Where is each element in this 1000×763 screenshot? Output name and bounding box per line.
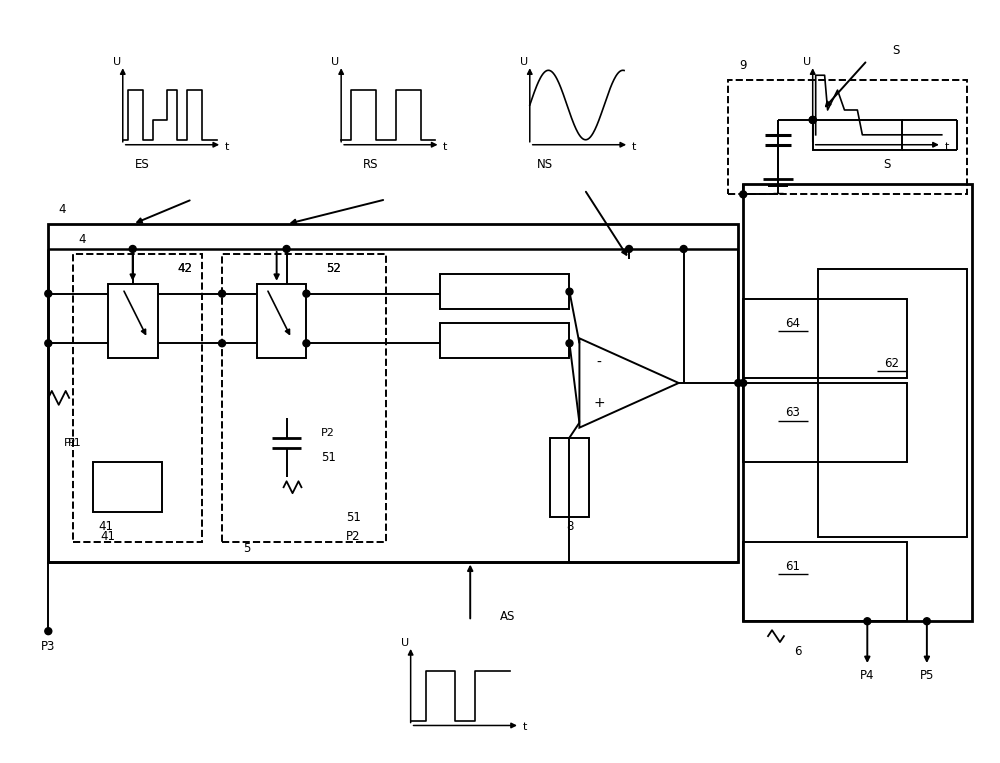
Text: 52: 52 xyxy=(326,262,341,275)
Text: t: t xyxy=(945,142,949,152)
Text: 6: 6 xyxy=(794,645,802,658)
Bar xyxy=(222,254,386,542)
Bar xyxy=(93,462,162,512)
Bar xyxy=(813,120,902,150)
Text: P4: P4 xyxy=(860,669,875,682)
Bar xyxy=(550,438,589,517)
Text: 4: 4 xyxy=(78,233,86,246)
Text: P1: P1 xyxy=(64,437,78,448)
Text: 8: 8 xyxy=(566,520,573,533)
Text: 61: 61 xyxy=(785,560,800,573)
Bar xyxy=(743,185,972,621)
Circle shape xyxy=(626,246,633,253)
Circle shape xyxy=(735,379,742,387)
Text: 42: 42 xyxy=(177,262,192,275)
Text: P2: P2 xyxy=(346,530,361,543)
Text: 51: 51 xyxy=(321,451,336,464)
Circle shape xyxy=(680,246,687,253)
Bar xyxy=(73,254,202,542)
Bar xyxy=(440,324,569,358)
Text: P1: P1 xyxy=(68,437,82,448)
Text: t: t xyxy=(443,142,448,152)
Bar xyxy=(728,80,967,195)
Text: U: U xyxy=(803,57,811,67)
Text: 63: 63 xyxy=(785,406,800,420)
Text: 51: 51 xyxy=(346,510,361,523)
Text: 42: 42 xyxy=(177,262,192,275)
Circle shape xyxy=(219,290,226,297)
Circle shape xyxy=(219,340,226,346)
Text: t: t xyxy=(632,142,636,152)
Bar xyxy=(108,284,158,358)
Circle shape xyxy=(45,628,52,635)
Text: S: S xyxy=(892,44,899,57)
Text: U: U xyxy=(331,57,339,67)
Bar xyxy=(743,383,907,462)
Text: NS: NS xyxy=(537,158,553,171)
Text: U: U xyxy=(401,638,409,648)
Circle shape xyxy=(740,191,747,198)
Bar xyxy=(743,542,907,621)
Text: t: t xyxy=(225,142,229,152)
Text: P3: P3 xyxy=(41,639,56,652)
Bar xyxy=(48,224,738,562)
Circle shape xyxy=(740,379,747,387)
Text: RS: RS xyxy=(363,158,379,171)
Circle shape xyxy=(923,618,930,625)
Circle shape xyxy=(45,340,52,346)
Circle shape xyxy=(303,340,310,346)
Bar xyxy=(743,298,907,378)
Text: +: + xyxy=(593,396,605,410)
Text: ES: ES xyxy=(135,158,150,171)
Bar xyxy=(440,274,569,308)
Circle shape xyxy=(864,618,871,625)
Text: P2: P2 xyxy=(321,427,335,438)
Circle shape xyxy=(566,340,573,346)
Circle shape xyxy=(283,246,290,253)
Circle shape xyxy=(45,290,52,297)
Text: 4: 4 xyxy=(58,203,66,216)
Text: 64: 64 xyxy=(785,317,800,330)
Text: U: U xyxy=(520,57,528,67)
Text: AS: AS xyxy=(500,610,515,623)
Circle shape xyxy=(129,246,136,253)
Text: 9: 9 xyxy=(739,59,747,72)
Text: P5: P5 xyxy=(920,669,934,682)
Text: 41: 41 xyxy=(98,520,113,533)
Text: t: t xyxy=(523,723,527,732)
Text: 62: 62 xyxy=(885,356,900,369)
Circle shape xyxy=(809,117,816,124)
Text: 5: 5 xyxy=(243,542,251,555)
Circle shape xyxy=(566,288,573,295)
Bar xyxy=(257,284,306,358)
Text: 41: 41 xyxy=(100,530,115,543)
Text: U: U xyxy=(113,57,121,67)
Text: -: - xyxy=(597,356,602,370)
Text: S: S xyxy=(883,158,891,171)
Circle shape xyxy=(809,117,816,124)
Text: 52: 52 xyxy=(326,262,341,275)
Circle shape xyxy=(303,290,310,297)
Bar xyxy=(818,269,967,537)
